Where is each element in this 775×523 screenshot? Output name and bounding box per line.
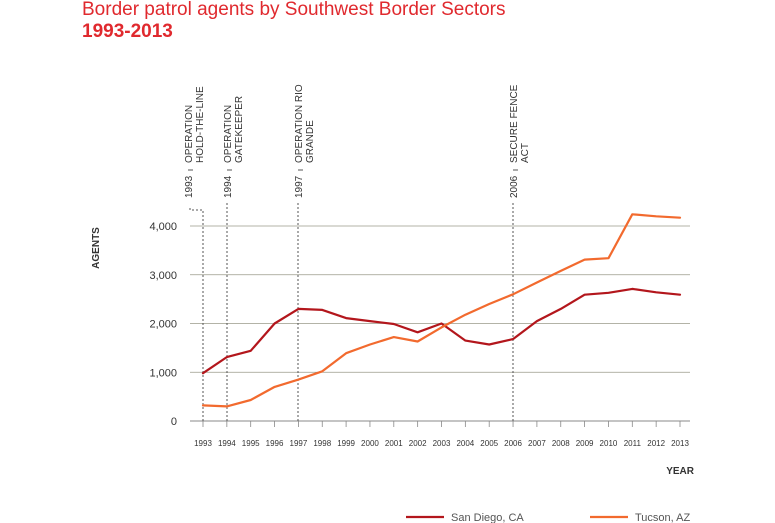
x-tick-label: 2000 — [361, 439, 379, 448]
x-tick-label: 2008 — [552, 439, 570, 448]
y-tick-label: 2,000 — [149, 319, 177, 331]
x-tick-label: 2002 — [409, 439, 427, 448]
x-tick-label: 2009 — [576, 439, 594, 448]
annotation-1993: 1993 OPERATION HOLD-THE-LINE — [184, 86, 206, 421]
x-tick-label: 2004 — [456, 439, 474, 448]
series-line-san-diego-ca — [201, 287, 682, 375]
x-tick-label: 1996 — [266, 439, 284, 448]
legend-item: San Diego, CA — [406, 512, 524, 523]
annotation-text: ACT — [520, 143, 531, 163]
annotation-year: 1993 — [184, 175, 195, 198]
x-tick-label: 1999 — [337, 439, 355, 448]
x-tick-label: 1995 — [242, 439, 260, 448]
annotation-text: OPERATION RIO — [294, 84, 305, 163]
annotation-year: 1997 — [294, 175, 305, 198]
annotation-text: OPERATION — [184, 105, 195, 163]
y-tick-label: 4,000 — [149, 221, 177, 233]
series-line-tucson-az — [201, 213, 682, 408]
annotation-text: HOLD-THE-LINE — [195, 86, 206, 163]
x-tick-label: 1998 — [313, 439, 331, 448]
x-tick-label: 1997 — [290, 439, 308, 448]
annotation-1997: 1997 OPERATION RIO GRANDE — [294, 84, 316, 421]
x-tick-label: 2005 — [480, 439, 498, 448]
annotation-text: GATEKEEPER — [234, 96, 245, 163]
legend-label: Tucson, AZ — [635, 512, 691, 523]
annotation-text: GRANDE — [305, 120, 316, 163]
y-axis-title: AGENTS — [91, 227, 102, 269]
annotation-text: OPERATION — [223, 105, 234, 163]
x-tick-label: 2001 — [385, 439, 403, 448]
y-tick-label: 0 — [171, 416, 177, 428]
legend-item: Tucson, AZ — [590, 512, 691, 523]
x-tick-label: 2012 — [647, 439, 665, 448]
annotation-2006: 2006 SECURE FENCE ACT — [509, 84, 531, 421]
y-tick-label: 3,000 — [149, 270, 177, 282]
annotation-1994: 1994 OPERATION GATEKEEPER — [223, 96, 245, 421]
annotation-line — [189, 208, 204, 421]
x-tick-label: 1994 — [218, 439, 236, 448]
y-tick-label: 1,000 — [149, 367, 177, 379]
x-tick-label: 2013 — [671, 439, 689, 448]
x-axis-title: YEAR — [666, 466, 695, 477]
chart-title: Border patrol agents by Southwest Border… — [82, 0, 506, 20]
x-tick-label: 2011 — [624, 439, 642, 448]
x-tick-label: 2010 — [600, 439, 618, 448]
x-tick-label: 2006 — [504, 439, 522, 448]
legend-label: San Diego, CA — [451, 512, 524, 523]
x-tick-label: 2003 — [433, 439, 451, 448]
x-tick-label: 1993 — [194, 439, 212, 448]
annotation-year: 1994 — [223, 175, 234, 198]
annotation-year: 2006 — [509, 175, 520, 198]
chart-subtitle: 1993-2013 — [82, 21, 173, 42]
x-tick-label: 2007 — [528, 439, 546, 448]
annotation-text: SECURE FENCE — [509, 84, 520, 163]
